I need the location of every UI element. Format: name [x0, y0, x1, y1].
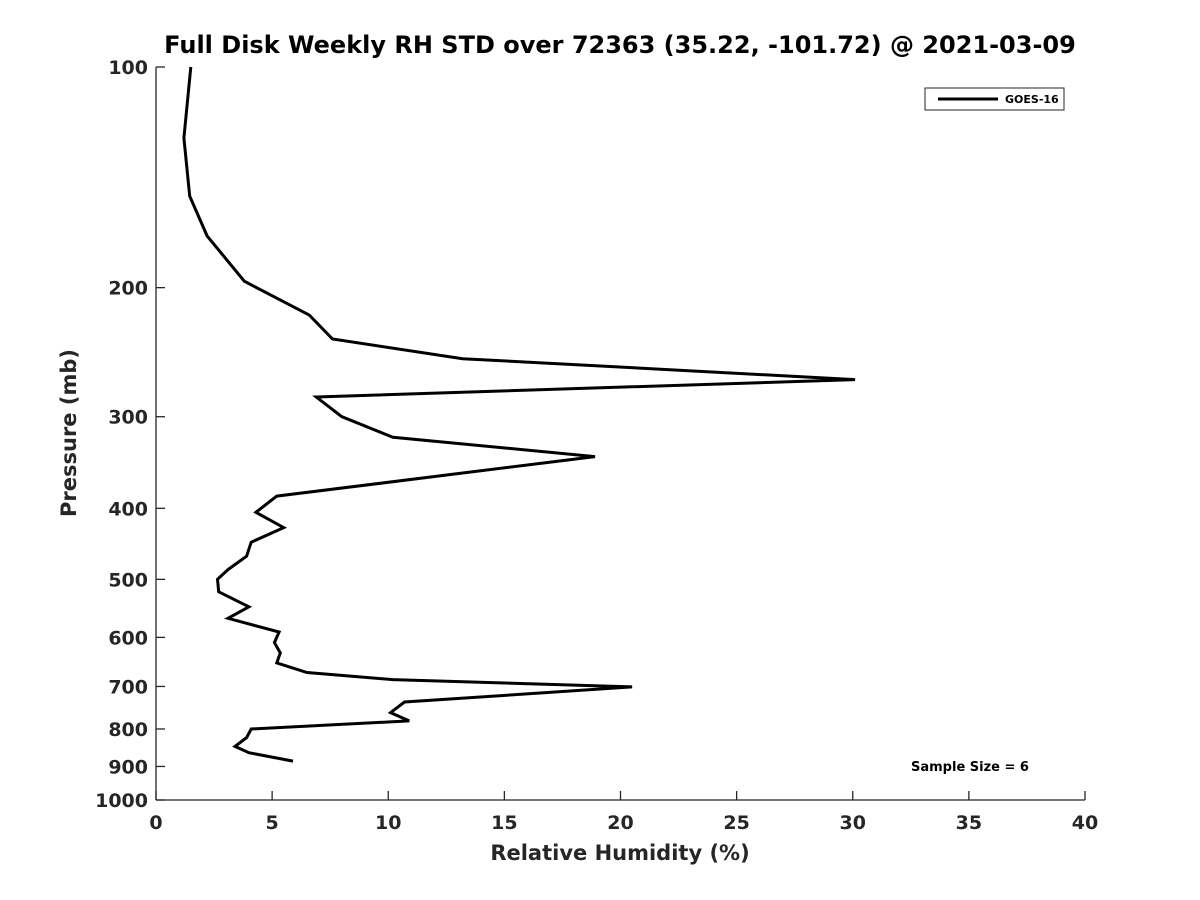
y-tick-label: 500 — [108, 569, 148, 591]
y-tick-label: 100 — [108, 57, 148, 79]
x-tick-label: 35 — [956, 812, 982, 834]
y-tick-label: 600 — [108, 627, 148, 649]
series-layer — [182, 66, 856, 763]
legend-label: GOES-16 — [1005, 93, 1059, 106]
series-line — [182, 66, 856, 763]
legend: GOES-16 — [924, 87, 1065, 111]
y-tick-label: 700 — [108, 676, 148, 698]
x-tick-label: 0 — [149, 812, 162, 834]
y-axis-label: Pressure (mb) — [57, 349, 81, 517]
x-tick-label: 25 — [723, 812, 749, 834]
x-tick-label: 30 — [840, 812, 866, 834]
y-tick-label: 200 — [108, 278, 148, 300]
x-tick-label: 20 — [607, 812, 633, 834]
chart-title: Full Disk Weekly RH STD over 72363 (35.2… — [164, 31, 1076, 59]
x-tick-label: 40 — [1072, 812, 1098, 834]
x-tick-label: 5 — [266, 812, 279, 834]
plot-axes — [155, 67, 1085, 801]
x-ticks: 0 5 10 15 20 25 30 35 40 — [149, 791, 1098, 834]
sample-size-annotation: Sample Size = 6 — [911, 760, 1029, 775]
y-tick-label: 800 — [108, 719, 148, 741]
y-tick-label: 900 — [108, 756, 148, 778]
y-tick-label: 300 — [108, 407, 148, 429]
x-tick-label: 15 — [491, 812, 517, 834]
x-axis-label: Relative Humidity (%) — [490, 841, 749, 865]
y-tick-label: 1000 — [95, 790, 148, 812]
y-tick-label: 400 — [108, 498, 148, 520]
x-tick-label: 10 — [375, 812, 401, 834]
y-ticks: 100 200 300 400 500 600 700 800 900 1000 — [95, 57, 165, 812]
